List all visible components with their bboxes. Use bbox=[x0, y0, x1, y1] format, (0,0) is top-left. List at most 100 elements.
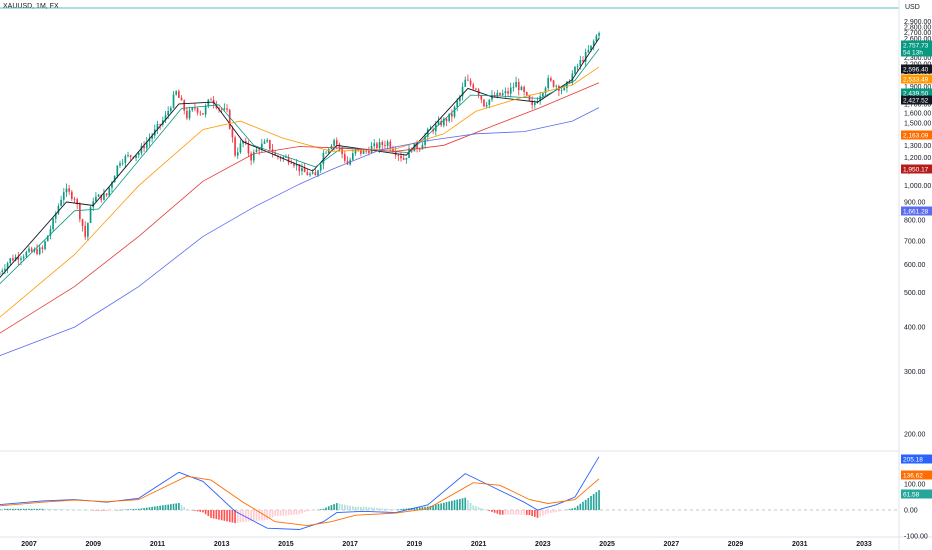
candle-body bbox=[20, 258, 22, 260]
macd-tick-label: 100.00 bbox=[904, 482, 926, 489]
macd-histogram-bar bbox=[127, 509, 129, 510]
macd-histogram-bar bbox=[22, 508, 25, 510]
macd-histogram-bar bbox=[202, 510, 204, 513]
macd-histogram-bar bbox=[60, 509, 62, 510]
moving-average-red bbox=[0, 82, 600, 334]
macd-histogram-bar bbox=[119, 509, 121, 511]
macd-histogram-bar bbox=[204, 510, 207, 515]
candle-body bbox=[148, 138, 151, 142]
macd-histogram-bar bbox=[295, 510, 298, 515]
macd-histogram-bar bbox=[378, 508, 381, 510]
candle-body bbox=[17, 256, 20, 260]
candle-body bbox=[499, 92, 501, 96]
price-tag-label: 2,427.52 bbox=[903, 98, 929, 105]
price-tag-label: 2,439.50 bbox=[903, 91, 929, 98]
candle-body bbox=[571, 73, 574, 83]
candle-body bbox=[590, 45, 592, 50]
candle-body bbox=[574, 66, 576, 74]
macd-histogram-bar bbox=[413, 507, 416, 510]
year-tick-label: 2029 bbox=[728, 541, 744, 548]
macd-histogram-bar bbox=[440, 503, 442, 510]
candle-body bbox=[111, 182, 113, 188]
macd-histogram-bar bbox=[322, 508, 325, 510]
price-tick-label: 200.00 bbox=[904, 432, 926, 439]
macd-histogram-bar bbox=[12, 508, 14, 510]
macd-histogram-bar bbox=[533, 510, 536, 517]
macd-histogram-bar bbox=[507, 510, 509, 515]
candle-body bbox=[456, 101, 459, 107]
macd-histogram-bar bbox=[327, 506, 330, 510]
macd-histogram-bar bbox=[81, 509, 84, 511]
candle-body bbox=[301, 167, 303, 172]
macd-histogram-bar bbox=[73, 509, 76, 511]
macd-histogram-bar bbox=[25, 508, 28, 510]
macd-histogram-bar bbox=[258, 510, 260, 521]
macd-histogram-bar bbox=[167, 504, 169, 510]
price-tag-label: 2,596.40 bbox=[903, 67, 929, 74]
macd-histogram-bar bbox=[252, 510, 255, 522]
macd-histogram-bar bbox=[341, 504, 343, 510]
candle-body bbox=[376, 143, 378, 149]
candle-body bbox=[250, 153, 252, 161]
candle-body bbox=[1, 270, 4, 272]
price-tick-label: 1,700.00 bbox=[904, 101, 931, 108]
macd-histogram-bar bbox=[566, 509, 568, 511]
macd-histogram-bar bbox=[488, 510, 491, 511]
macd-histogram-bar bbox=[523, 510, 525, 515]
macd-histogram-bar bbox=[496, 510, 499, 514]
macd-histogram-bar bbox=[135, 508, 137, 510]
macd-histogram-bar bbox=[274, 510, 277, 517]
macd-histogram-bar bbox=[89, 510, 92, 511]
macd-histogram-bar bbox=[46, 508, 49, 510]
candle-body bbox=[362, 150, 365, 154]
macd-histogram-bar bbox=[346, 505, 349, 510]
price-tick-label: 2,800.00 bbox=[904, 24, 931, 31]
macd-histogram-bar bbox=[515, 510, 517, 515]
candle-body bbox=[515, 81, 517, 88]
macd-histogram-bar bbox=[38, 508, 41, 510]
candle-body bbox=[319, 164, 322, 171]
candle-body bbox=[183, 100, 186, 111]
year-tick-label: 2017 bbox=[342, 541, 358, 548]
macd-histogram-bar bbox=[303, 510, 306, 513]
macd-histogram-bar bbox=[475, 506, 477, 510]
macd-histogram-bar bbox=[343, 504, 346, 510]
candle-body bbox=[547, 78, 550, 89]
macd-histogram-bar bbox=[558, 510, 560, 512]
candle-body bbox=[97, 194, 100, 197]
candle-body bbox=[523, 86, 525, 93]
macd-histogram-bar bbox=[595, 492, 598, 510]
candle-body bbox=[252, 152, 255, 161]
candle-body bbox=[576, 65, 579, 67]
candle-body bbox=[180, 97, 183, 101]
candle-body bbox=[143, 145, 145, 149]
candle-body bbox=[512, 87, 515, 89]
candle-body bbox=[164, 115, 167, 121]
macd-histogram-bar bbox=[124, 509, 127, 511]
candle-body bbox=[317, 170, 319, 176]
candle-body bbox=[159, 124, 161, 125]
candle-body bbox=[584, 51, 587, 62]
year-tick-label: 2013 bbox=[214, 541, 230, 548]
macd-histogram-bar bbox=[354, 506, 357, 510]
macd-line bbox=[0, 456, 600, 530]
candle-body bbox=[525, 92, 528, 96]
macd-histogram-bar bbox=[6, 508, 9, 510]
moving-average-fast bbox=[0, 38, 600, 278]
candle-body bbox=[226, 108, 228, 110]
macd-histogram-bar bbox=[97, 510, 100, 511]
year-tick-label: 2027 bbox=[664, 541, 680, 548]
candle-body bbox=[116, 165, 119, 177]
candle-body bbox=[218, 107, 220, 109]
candle-body bbox=[563, 87, 566, 91]
moving-average-orange bbox=[0, 66, 600, 318]
candle-body bbox=[239, 143, 242, 153]
candle-body bbox=[459, 96, 461, 102]
candle-body bbox=[298, 164, 301, 172]
macd-histogram-bar bbox=[36, 508, 38, 510]
candle-body bbox=[25, 251, 28, 257]
price-tag bbox=[901, 88, 932, 98]
macd-histogram-bar bbox=[44, 508, 46, 510]
macd-histogram-bar bbox=[400, 509, 402, 510]
